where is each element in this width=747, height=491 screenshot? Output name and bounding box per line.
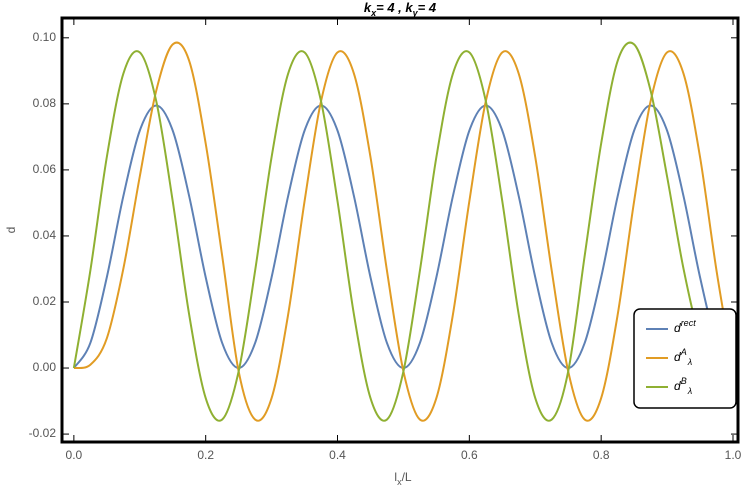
data-line bbox=[72, 41, 734, 422]
text-part: /L bbox=[402, 470, 412, 484]
y-tick-label: 0.06 bbox=[33, 162, 57, 176]
chart-title: kx= 4 , ky= 4 bbox=[364, 0, 437, 18]
x-tick-label: 0.4 bbox=[329, 448, 346, 462]
text-part: = 4 , bbox=[376, 0, 405, 15]
y-tick-label: 0.08 bbox=[33, 96, 57, 110]
text-part: λ bbox=[687, 386, 692, 396]
text-part: d bbox=[674, 321, 681, 335]
y-tick-label: 0.04 bbox=[33, 228, 57, 242]
text-part: k bbox=[364, 0, 372, 15]
y-tick-label: 0.00 bbox=[33, 360, 57, 374]
text-part: B bbox=[681, 376, 687, 386]
plot-frame bbox=[60, 16, 740, 444]
text-part: rect bbox=[681, 318, 697, 328]
y-tick-label: 0.02 bbox=[33, 294, 57, 308]
y-tick-label: 0.10 bbox=[33, 30, 57, 44]
text-part: l bbox=[394, 470, 397, 484]
x-tick-label: 0.8 bbox=[593, 448, 610, 462]
x-tick-label: 1.0 bbox=[725, 448, 742, 462]
legend-label: drect bbox=[674, 318, 696, 335]
text-part: x bbox=[397, 477, 402, 487]
text-part: y bbox=[412, 8, 419, 18]
legend-box bbox=[633, 308, 737, 409]
text-part: A bbox=[680, 347, 687, 357]
text-part: d bbox=[674, 350, 681, 364]
text-part: x bbox=[370, 8, 377, 18]
x-tick-label: 0.2 bbox=[197, 448, 214, 462]
x-axis-label: lx/L bbox=[394, 470, 412, 487]
y-axis-label: d bbox=[4, 227, 18, 234]
text-part: λ bbox=[687, 357, 692, 367]
text-part: d bbox=[674, 379, 681, 393]
y-tick-label: -0.02 bbox=[29, 426, 57, 440]
legend-label: dAλ bbox=[674, 347, 692, 367]
legend-label: dBλ bbox=[674, 376, 692, 396]
x-tick-label: 0.0 bbox=[66, 448, 83, 462]
x-tick-label: 0.6 bbox=[461, 448, 478, 462]
text-part: = 4 bbox=[418, 0, 437, 15]
text-part: k bbox=[405, 0, 413, 15]
